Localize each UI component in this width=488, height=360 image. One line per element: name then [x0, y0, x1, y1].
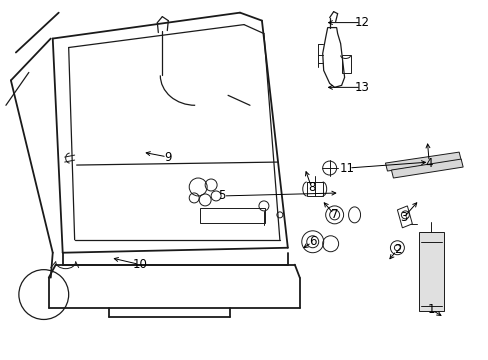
Text: 8: 8 [307, 181, 315, 194]
Text: 13: 13 [354, 81, 369, 94]
Text: 10: 10 [133, 258, 147, 271]
Text: 1: 1 [427, 303, 434, 316]
Text: 6: 6 [308, 235, 316, 248]
Text: 11: 11 [340, 162, 354, 175]
Text: 7: 7 [330, 208, 338, 221]
Bar [341, 55, 350, 73]
Polygon shape [397, 206, 411, 228]
Text: 4: 4 [425, 157, 432, 170]
Text: 9: 9 [164, 150, 172, 163]
Text: 12: 12 [354, 16, 369, 29]
Text: 3: 3 [399, 211, 406, 224]
Polygon shape [385, 152, 460, 171]
Text: 2: 2 [393, 243, 400, 256]
Text: 5: 5 [218, 189, 225, 202]
Bar [200, 208, 264, 223]
Bar [419, 232, 443, 311]
Polygon shape [390, 159, 462, 178]
Polygon shape [306, 182, 322, 196]
